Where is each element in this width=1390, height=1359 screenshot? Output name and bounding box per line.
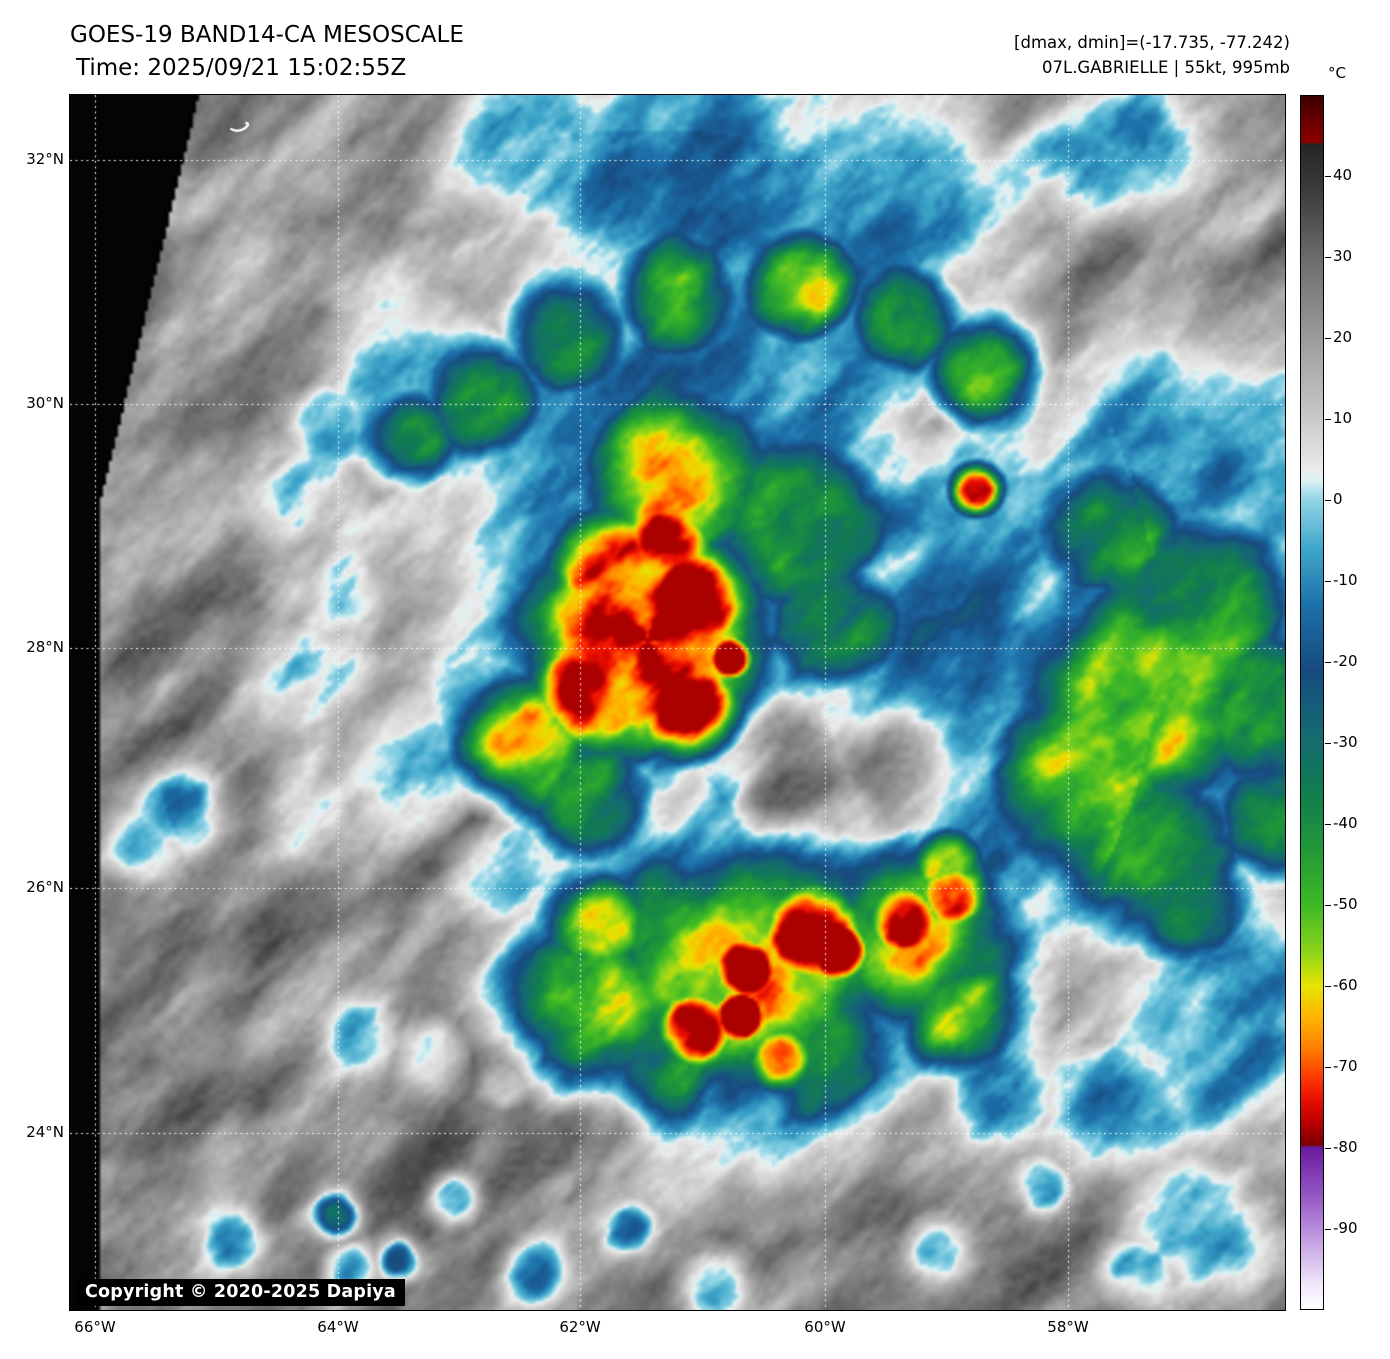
colorbar-tick-mark [1325, 743, 1331, 744]
colorbar-tick-label: -80 [1333, 1138, 1358, 1156]
colorbar-tick-mark [1325, 662, 1331, 663]
lon-tick-label: 64°W [317, 1318, 359, 1336]
colorbar-tick-label: -70 [1333, 1057, 1358, 1075]
storm-info-readout: 07L.GABRIELLE | 55kt, 995mb [1042, 58, 1290, 77]
figure-title: GOES-19 BAND14-CA MESOSCALE [70, 22, 464, 48]
colorbar-tick-label: -60 [1333, 976, 1358, 994]
colorbar-tick-label: -30 [1333, 733, 1358, 751]
lon-tick-label: 66°W [74, 1318, 116, 1336]
colorbar-tick-mark [1325, 500, 1331, 501]
colorbar-tick-mark [1325, 1067, 1331, 1068]
colorbar-tick-mark [1325, 338, 1331, 339]
lon-tick-label: 60°W [804, 1318, 846, 1336]
map-frame: Copyright © 2020-2025 Dapiya [69, 94, 1286, 1311]
colorbar-tick-label: 0 [1333, 490, 1343, 508]
colorbar-tick-mark [1325, 257, 1331, 258]
colorbar-unit-label: °C [1328, 64, 1346, 82]
colorbar-tick-mark [1325, 905, 1331, 906]
lat-tick-label: 30°N [26, 393, 64, 412]
lat-tick-label: 28°N [26, 637, 64, 656]
dmax-dmin-readout: [dmax, dmin]=(-17.735, -77.242) [1014, 33, 1290, 52]
lon-tick-label: 58°W [1047, 1318, 1089, 1336]
lat-tick-label: 26°N [26, 878, 64, 897]
lat-tick-label: 32°N [26, 150, 64, 168]
colorbar [1300, 95, 1324, 1310]
colorbar-tick-mark [1325, 176, 1331, 177]
colorbar-tick-label: -40 [1333, 814, 1358, 832]
colorbar-tick-label: 30 [1333, 247, 1353, 265]
colorbar-tick-label: -10 [1333, 571, 1358, 589]
colorbar-tick-mark [1325, 986, 1331, 987]
colorbar-tick-mark [1325, 1148, 1331, 1149]
colorbar-tick-mark [1325, 419, 1331, 420]
colorbar-tick-label: 20 [1333, 328, 1353, 346]
colorbar-tick-label: 40 [1333, 166, 1353, 184]
colorbar-tick-mark [1325, 1229, 1331, 1230]
colorbar-tick-mark [1325, 581, 1331, 582]
lat-tick-label: 24°N [26, 1122, 64, 1141]
header-annotations: [dmax, dmin]=(-17.735, -77.242) 07L.GABR… [1014, 30, 1290, 80]
colorbar-tick-label: -50 [1333, 895, 1358, 913]
colorbar-tick-mark [1325, 824, 1331, 825]
satellite-imagery-canvas [70, 95, 1285, 1310]
colorbar-tick-label: 10 [1333, 409, 1353, 427]
figure-timestamp: Time: 2025/09/21 15:02:55Z [76, 55, 407, 81]
colorbar-tick-label: -90 [1333, 1219, 1358, 1237]
copyright-badge: Copyright © 2020-2025 Dapiya [76, 1279, 405, 1306]
colorbar-tick-label: -20 [1333, 652, 1358, 670]
lon-tick-label: 62°W [559, 1318, 601, 1336]
